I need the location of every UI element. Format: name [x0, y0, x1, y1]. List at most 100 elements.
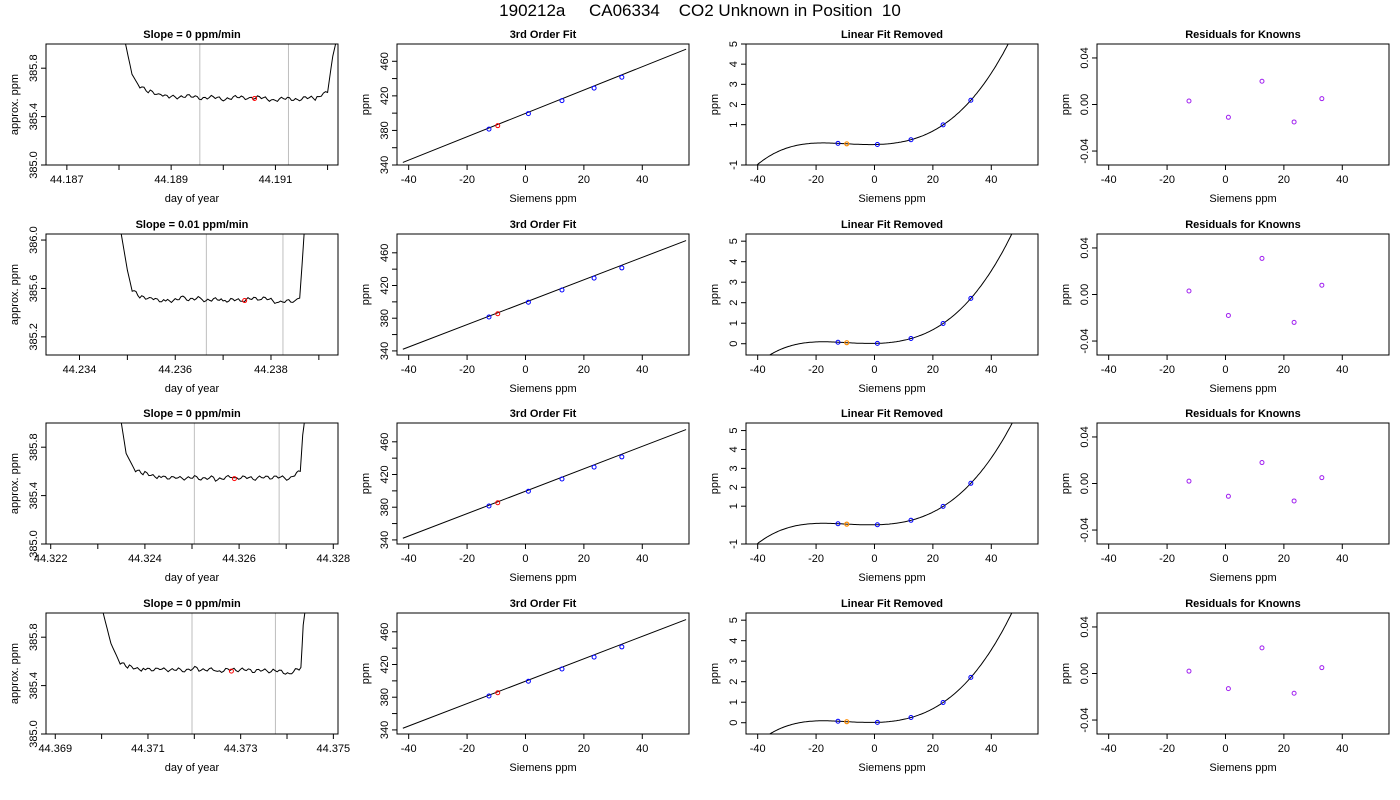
x-axis-label: Siemens ppm [509, 383, 576, 395]
fit-line [402, 619, 687, 729]
x-tick-label: 44.189 [154, 174, 188, 186]
panel-cubic-r1: Linear Fit Removed Siemens ppm ppm -40 -20 0 2… [709, 29, 1039, 205]
x-tick-label: -20 [1159, 553, 1175, 565]
plot-area [402, 619, 687, 729]
y-tick-label: 1 [728, 320, 740, 326]
y-tick-label: 340 [379, 721, 391, 739]
y-axis-label: ppm [1060, 284, 1072, 305]
y-tick-label: 420 [379, 465, 391, 483]
panel-title: Residuals for Knowns [1185, 29, 1301, 41]
concentration-trace [102, 613, 306, 675]
x-tick-label: -20 [1159, 174, 1175, 186]
x-tick-label: -40 [1101, 743, 1117, 755]
known-standard-point [525, 488, 531, 494]
y-tick-label: 460 [379, 52, 391, 70]
y-tick-label: 4 [728, 446, 740, 452]
y-tick-label: 385.4 [28, 103, 40, 131]
x-tick-label: 0 [871, 174, 877, 186]
x-tick-label: 40 [636, 174, 648, 186]
y-axis-label: ppm [1060, 94, 1072, 115]
x-tick-label: 40 [1336, 364, 1348, 376]
y-axis-label: ppm [709, 473, 721, 494]
y-tick-label: 460 [379, 623, 391, 641]
y-axis-label: approx. ppm [9, 264, 21, 325]
y-tick-label: 380 [379, 688, 391, 706]
x-tick-label: 20 [578, 174, 590, 186]
selected-average-marker [228, 668, 234, 674]
y-tick-label: 385.8 [28, 433, 40, 461]
x-axis-label: day of year [165, 383, 220, 395]
residual-point [1225, 686, 1231, 692]
known-standard-point [486, 503, 492, 509]
panel-title: Slope = 0 ppm/min [143, 408, 241, 420]
page-title: 190212a CA06334 CO2 Unknown in Position … [499, 1, 901, 20]
known-standard-point [591, 85, 597, 91]
x-tick-label: 0 [871, 743, 877, 755]
residual-point [1319, 96, 1325, 102]
y-tick-label: 380 [379, 121, 391, 139]
x-tick-label: -40 [401, 174, 417, 186]
y-tick-label: 0.00 [1079, 284, 1091, 305]
y-tick-label: -0.04 [1079, 328, 1091, 353]
known-standard-point [619, 265, 625, 271]
x-tick-label: 40 [636, 743, 648, 755]
y-tick-label: 385.6 [28, 275, 40, 303]
x-tick-label: -20 [808, 364, 824, 376]
unknown-sample-point [844, 340, 850, 346]
plot-area [768, 613, 1013, 734]
residual-point [1186, 98, 1192, 104]
y-tick-label: 420 [379, 276, 391, 294]
known-standard-point [525, 678, 531, 684]
x-tick-label: 44.373 [224, 743, 258, 755]
panel-title: Slope = 0 ppm/min [143, 29, 241, 41]
y-tick-label: 460 [379, 433, 391, 451]
y-tick-label: 2 [728, 300, 740, 306]
plot-area [125, 44, 337, 165]
known-standard-point [559, 666, 565, 672]
x-tick-label: -40 [750, 553, 766, 565]
panel-title: Slope = 0.01 ppm/min [136, 219, 249, 231]
x-tick-label: 20 [1278, 364, 1290, 376]
y-tick-label: 3 [728, 465, 740, 471]
y-tick-label: 2 [728, 679, 740, 685]
x-tick-label: -40 [401, 364, 417, 376]
known-standard-point [559, 476, 565, 482]
residual-point [1291, 319, 1297, 325]
known-standard-point [486, 314, 492, 320]
x-tick-label: 44.238 [254, 364, 288, 376]
x-tick-label: 40 [985, 553, 997, 565]
residual-point [1291, 498, 1297, 504]
y-tick-label: 1 [728, 122, 740, 128]
known-standard-point [908, 336, 914, 342]
y-tick-label: 5 [728, 41, 740, 47]
panel-title: Residuals for Knowns [1185, 408, 1301, 420]
x-tick-label: 44.322 [34, 553, 68, 565]
y-tick-label: 3 [728, 81, 740, 87]
x-axis-label: Siemens ppm [1209, 572, 1276, 584]
y-tick-label: 385.0 [28, 530, 40, 558]
y-tick-label: 460 [379, 244, 391, 262]
known-standard-point [835, 718, 841, 724]
y-axis-label: approx. ppm [9, 74, 21, 135]
panel-timeseries-r2: Slope = 0.01 ppm/min day of year approx. p… [9, 219, 339, 395]
x-tick-label: 0 [1222, 174, 1228, 186]
x-axis-label: day of year [165, 762, 220, 774]
fit-line [402, 48, 687, 163]
x-axis-label: Siemens ppm [1209, 762, 1276, 774]
plot-area [756, 423, 1013, 544]
y-tick-label: -0.04 [1079, 517, 1091, 542]
plot-frame [1096, 422, 1390, 545]
known-standard-point [591, 654, 597, 660]
y-tick-label: 0.00 [1079, 94, 1091, 115]
y-axis-label: ppm [360, 284, 372, 305]
x-tick-label: 44.375 [317, 743, 351, 755]
x-tick-label: -20 [808, 553, 824, 565]
known-standard-point [486, 126, 492, 132]
y-tick-label: 385.4 [28, 672, 40, 700]
x-tick-label: 20 [578, 743, 590, 755]
y-axis-label: ppm [360, 473, 372, 494]
residual-point [1186, 288, 1192, 294]
x-tick-label: 44.187 [50, 174, 84, 186]
y-tick-label: 4 [728, 259, 740, 265]
